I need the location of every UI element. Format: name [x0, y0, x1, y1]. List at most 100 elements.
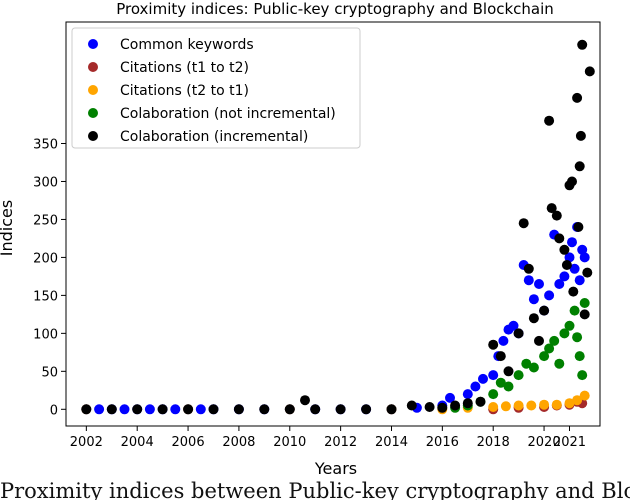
point-s2-8 [513, 400, 524, 411]
legend-box [71, 27, 361, 149]
point-s0-32 [528, 294, 539, 305]
caption-text: Proximity indices between Public-key cry… [0, 479, 630, 500]
point-s4-14 [406, 400, 417, 411]
y-tick-label-0: 0 [50, 403, 58, 418]
x-tick-label-9: 2020 [528, 435, 561, 450]
point-s3-13 [559, 328, 570, 339]
point-s3-4 [495, 377, 506, 388]
legend-marker-1 [88, 62, 98, 72]
point-s4-37 [568, 286, 579, 297]
point-s4-4 [183, 404, 194, 415]
legend-label-0: Common keywords [120, 37, 254, 53]
chart-title: Proximity indices: Public-key cryptograp… [116, 0, 554, 18]
point-s4-15 [424, 402, 435, 412]
point-s2-12 [564, 398, 575, 409]
legend-label-1: Citations (t1 to t2) [120, 60, 249, 76]
point-s4-18 [462, 398, 473, 409]
point-s0-45 [579, 252, 590, 263]
data-points [81, 39, 595, 415]
legend-marker-4 [88, 131, 98, 141]
x-tick-label-7: 2016 [426, 435, 459, 450]
point-s4-11 [335, 404, 346, 415]
point-s0-20 [445, 392, 455, 403]
point-s4-32 [554, 233, 565, 244]
point-s4-13 [386, 404, 397, 415]
plot-area [65, 21, 601, 427]
point-s4-31 [551, 210, 562, 221]
point-s4-42 [577, 39, 588, 50]
legend-label-4: Colaboration (incremental) [120, 129, 308, 145]
x-axis-label: Years [314, 459, 357, 476]
point-s4-40 [574, 161, 585, 172]
point-s4-17 [450, 400, 461, 411]
x-tick-label-3: 2008 [222, 435, 255, 450]
point-s4-27 [534, 335, 544, 346]
point-s2-9 [526, 400, 537, 411]
point-s3-16 [572, 332, 583, 343]
point-s4-2 [132, 404, 143, 415]
legend-label-3: Colaboration (not incremental) [120, 106, 336, 122]
point-s4-41 [575, 130, 586, 141]
point-s4-9 [300, 395, 310, 406]
point-s2-10 [539, 399, 550, 410]
point-s0-28 [508, 320, 519, 331]
point-s2-13 [572, 395, 583, 406]
x-tick-label-10: 2021 [553, 435, 586, 450]
x-tick-label-0: 2002 [70, 435, 103, 450]
y-tick-label-4: 200 [33, 251, 58, 266]
y-axis-label: Indices [0, 200, 16, 256]
point-s4-16 [437, 402, 448, 413]
point-s0-22 [470, 381, 481, 392]
point-s3-14 [564, 320, 575, 331]
scatter-chart: Proximity indices: Public-key cryptograp… [0, 0, 601, 476]
point-s3-12 [554, 358, 565, 369]
x-tick-label-4: 2010 [273, 435, 306, 450]
point-s4-26 [528, 313, 539, 324]
y-tick-label-2: 100 [33, 327, 58, 342]
y-tick-label-3: 150 [33, 289, 58, 304]
point-s0-31 [523, 275, 534, 286]
point-s0-5 [144, 404, 155, 415]
point-s4-12 [361, 404, 372, 415]
x-tick-label-1: 2004 [121, 435, 154, 450]
point-s3-18 [577, 370, 588, 381]
point-s0-35 [544, 290, 555, 301]
point-s3-8 [528, 362, 539, 373]
point-s0-3 [119, 404, 130, 415]
point-s0-40 [567, 237, 577, 248]
point-s0-33 [534, 279, 544, 289]
point-s4-7 [259, 404, 270, 415]
point-s4-33 [559, 244, 570, 255]
point-s3-15 [569, 305, 580, 316]
y-tick-label-5: 250 [33, 213, 58, 228]
legend-marker-0 [88, 39, 98, 49]
point-s4-8 [284, 404, 295, 415]
point-s0-23 [478, 373, 488, 384]
point-s4-22 [503, 366, 514, 377]
point-s0-26 [498, 335, 509, 346]
point-s2-11 [551, 399, 562, 410]
point-s4-20 [488, 339, 499, 350]
point-s0-41 [569, 263, 580, 274]
point-s4-28 [539, 305, 550, 316]
point-s0-38 [559, 271, 570, 282]
point-s4-5 [208, 404, 219, 415]
point-s2-14 [579, 390, 590, 401]
point-s4-34 [561, 260, 572, 270]
point-s4-45 [584, 66, 595, 77]
point-s4-3 [157, 404, 168, 415]
point-s3-3 [488, 389, 499, 400]
y-tick-label-7: 350 [33, 138, 58, 153]
point-s2-6 [488, 402, 499, 412]
point-s4-19 [475, 396, 486, 407]
point-s4-43 [579, 309, 590, 320]
point-s0-7 [170, 404, 181, 415]
point-s4-6 [233, 404, 244, 415]
point-s3-10 [544, 343, 555, 354]
x-tick-label-6: 2014 [375, 435, 408, 450]
point-s4-39 [573, 222, 584, 232]
point-s4-10 [310, 404, 321, 415]
point-s0-9 [195, 404, 206, 415]
x-tick-label-5: 2012 [324, 435, 357, 450]
y-axis-ticks: 0 50 100 150 200 250 300 350 [33, 138, 66, 418]
